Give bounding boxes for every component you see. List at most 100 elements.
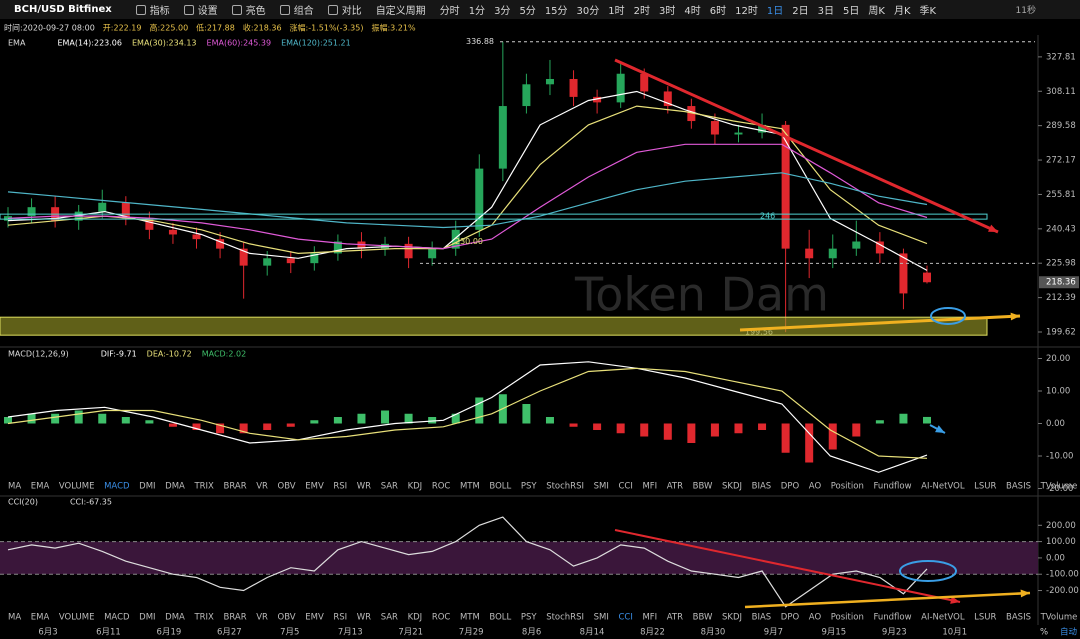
indicator-tab[interactable]: SKDJ [722,613,742,623]
toolbar-button[interactable]: 亮色 [232,2,266,17]
indicator-tab[interactable]: EMA [31,613,50,623]
indicator-tab[interactable]: AO [809,613,822,623]
indicator-tab[interactable]: KDJ [408,482,423,492]
indicator-tab[interactable]: VOLUME [59,613,95,623]
indicator-tab[interactable]: Fundflow [873,482,911,492]
indicator-tab[interactable]: SAR [381,482,398,492]
indicator-tab[interactable]: BASIS [1006,613,1031,623]
indicator-tab[interactable]: BOLL [489,482,511,492]
period-button[interactable]: 月K [893,6,911,17]
indicator-tab[interactable]: MACD [104,482,130,492]
toolbar-button[interactable]: 对比 [328,2,362,17]
indicator-tab[interactable]: SKDJ [722,482,742,492]
indicator-tab[interactable]: DMA [165,613,185,623]
custom-period[interactable]: 自定义周期 [375,6,426,17]
indicator-tab[interactable]: OBV [278,613,296,623]
indicator-tab[interactable]: TVolume [1040,482,1078,492]
period-button[interactable]: 1时 [608,6,625,17]
indicator-tab[interactable]: Position [831,482,864,492]
scale-option[interactable]: % [1040,628,1048,638]
indicator-tab[interactable]: SMI [594,613,609,623]
period-button[interactable]: 5分 [519,6,536,17]
indicator-tab[interactable]: MTM [460,482,480,492]
scale-option[interactable]: 自动 [1060,627,1078,638]
indicator-tab[interactable]: WR [357,613,371,623]
indicator-tab[interactable]: CCI [618,613,632,623]
period-button[interactable]: 季K [919,6,937,17]
indicator-tab[interactable]: DMI [139,482,155,492]
indicator-tab[interactable]: BIAS [752,482,772,492]
indicator-tab[interactable]: KDJ [408,613,423,623]
indicator-tab[interactable]: TRIX [193,482,214,492]
indicator-tab[interactable]: RSI [333,482,347,492]
period-button[interactable]: 30分 [576,6,600,17]
toolbar-button[interactable]: 指标 [136,2,170,17]
period-button[interactable]: 2日 [792,6,809,17]
indicator-tab[interactable]: Position [831,613,864,623]
indicator-tab[interactable]: TVolume [1040,613,1078,623]
indicator-tab[interactable]: DPO [781,482,800,492]
indicator-tab[interactable]: Fundflow [873,613,911,623]
toolbar-button[interactable]: 设置 [184,2,218,17]
indicator-tab[interactable]: SMI [594,482,609,492]
indicator-tab[interactable]: AO [809,482,822,492]
indicator-tab[interactable]: ROC [432,482,451,492]
period-button[interactable]: 6时 [709,6,727,17]
period-button[interactable]: 1分 [468,6,486,17]
indicator-tab[interactable]: OBV [278,482,296,492]
indicator-tab[interactable]: BOLL [489,613,511,623]
toolbar-button[interactable]: 组合 [280,2,314,17]
indicator-tab[interactable]: EMV [305,613,324,623]
indicator-tab[interactable]: RSI [333,613,347,623]
symbol[interactable]: BCH/USD Bitfinex [14,4,112,15]
indicator-tab[interactable]: DMI [139,613,155,623]
indicator-tab[interactable]: StochRSI [546,613,584,623]
macd-bar [781,423,790,453]
indicator-tab[interactable]: AI-NetVOL [921,613,965,623]
indicator-tab[interactable]: BRAR [223,482,246,492]
indicator-tab[interactable]: BASIS [1006,482,1031,492]
period-button[interactable]: 2时 [633,6,651,17]
indicator-tab[interactable]: MTM [460,613,480,623]
indicator-tab[interactable]: ROC [432,613,451,623]
indicator-tab[interactable]: VOLUME [59,482,95,492]
period-button[interactable]: 5日 [843,6,860,17]
indicator-tab[interactable]: StochRSI [546,482,584,492]
period-button[interactable]: 12时 [735,6,758,17]
indicator-tab[interactable]: BRAR [223,613,246,623]
indicator-tab[interactable]: DPO [781,613,800,623]
period-button[interactable]: 分时 [439,6,460,17]
period-button[interactable]: 3分 [494,6,511,17]
period-button[interactable]: 周K [868,6,885,17]
indicator-tab[interactable]: SAR [381,613,398,623]
indicator-tab[interactable]: MACD [104,613,130,623]
indicator-tab[interactable]: BBW [693,482,713,492]
indicator-tab[interactable]: WR [357,482,371,492]
indicator-tab[interactable]: TRIX [193,613,214,623]
indicator-tab[interactable]: MA [8,482,21,492]
indicator-tab[interactable]: CCI [618,482,632,492]
indicator-tab[interactable]: AI-NetVOL [921,482,965,492]
indicator-tab[interactable]: EMV [305,482,324,492]
period-button[interactable]: 3时 [659,6,676,17]
period-button[interactable]: 15分 [544,6,568,17]
indicator-tab[interactable]: DMA [165,482,185,492]
indicator-tab[interactable]: VR [256,482,268,492]
indicator-tab[interactable]: BBW [693,613,713,623]
indicator-tab[interactable]: ATR [667,613,683,623]
indicator-tab[interactable]: MFI [642,613,657,623]
period-button[interactable]: 3日 [817,6,835,17]
indicator-tab[interactable]: BIAS [752,613,772,623]
indicator-tab[interactable]: PSY [521,613,538,623]
period-button[interactable]: 1日 [766,6,784,17]
indicator-tab[interactable]: MFI [642,482,657,492]
info-item: 低:217.88 [196,23,235,33]
indicator-tab[interactable]: LSUR [974,482,996,492]
indicator-tab[interactable]: LSUR [974,613,996,623]
indicator-tab[interactable]: ATR [667,482,683,492]
indicator-tab[interactable]: PSY [521,482,538,492]
period-button[interactable]: 4时 [684,6,701,17]
indicator-tab[interactable]: MA [8,613,21,623]
indicator-tab[interactable]: EMA [31,482,50,492]
indicator-tab[interactable]: VR [256,613,268,623]
